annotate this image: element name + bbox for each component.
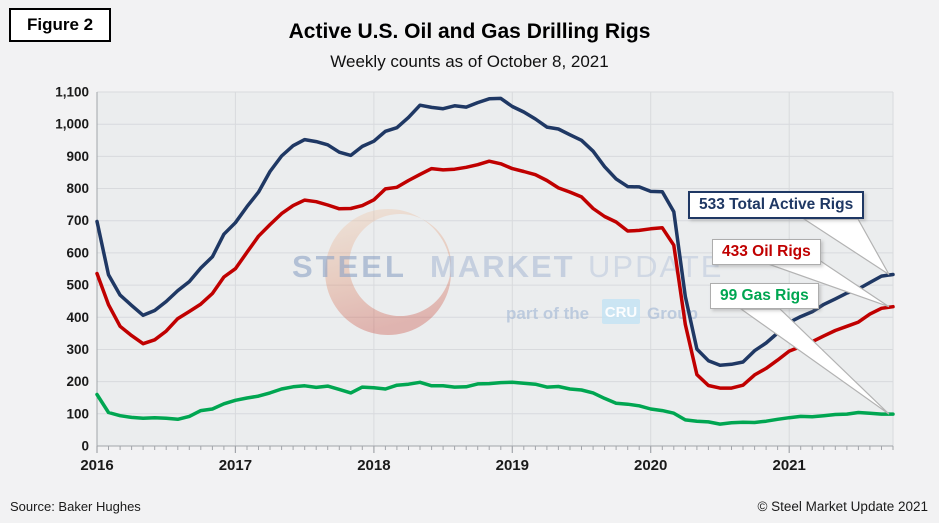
page-title: Active U.S. Oil and Gas Drilling Rigs bbox=[288, 20, 651, 43]
plot-area bbox=[97, 92, 893, 446]
callout-gas-rigs: 99 Gas Rigs bbox=[710, 283, 819, 309]
svg-text:400: 400 bbox=[66, 310, 89, 325]
svg-text:2018: 2018 bbox=[357, 457, 390, 474]
callout-pointers bbox=[739, 218, 890, 415]
svg-text:2016: 2016 bbox=[80, 457, 113, 474]
svg-text:STEEL: STEEL bbox=[292, 249, 407, 284]
callout-total-active-rigs: 533 Total Active Rigs bbox=[688, 191, 865, 219]
svg-text:100: 100 bbox=[66, 406, 89, 421]
svg-text:part of the: part of the bbox=[506, 304, 589, 323]
svg-text:2020: 2020 bbox=[634, 457, 667, 474]
crescent-logo bbox=[325, 209, 452, 335]
svg-text:900: 900 bbox=[66, 149, 89, 164]
svg-text:500: 500 bbox=[66, 278, 89, 293]
cru-logo bbox=[602, 299, 640, 324]
gas-rigs-line bbox=[95, 380, 895, 426]
svg-text:2017: 2017 bbox=[219, 457, 252, 474]
axis-ticks bbox=[96, 92, 894, 453]
page-subtitle: Weekly counts as of October 8, 2021 bbox=[330, 52, 609, 71]
svg-text:200: 200 bbox=[66, 374, 89, 389]
svg-text:700: 700 bbox=[66, 213, 89, 228]
svg-text:1,100: 1,100 bbox=[55, 85, 89, 100]
svg-text:2021: 2021 bbox=[773, 457, 806, 474]
svg-text:CRU: CRU bbox=[605, 304, 638, 321]
svg-text:600: 600 bbox=[66, 245, 89, 260]
svg-text:800: 800 bbox=[66, 181, 89, 196]
copyright-label: © Steel Market Update 2021 bbox=[757, 499, 928, 514]
svg-text:UPDATE: UPDATE bbox=[588, 249, 723, 284]
total-active-rigs-line bbox=[95, 96, 895, 367]
figure-label: Figure 2 bbox=[9, 8, 112, 42]
callout-oil-rigs: 433 Oil Rigs bbox=[712, 239, 821, 265]
source-label: Source: Baker Hughes bbox=[10, 499, 141, 514]
oil-rigs-line bbox=[95, 159, 895, 390]
y-axis-labels: 0 100 200 300 400 500 600 700 800 900 1,000 1,100 bbox=[55, 85, 89, 454]
svg-text:MARKET: MARKET bbox=[430, 249, 575, 284]
svg-text:300: 300 bbox=[66, 342, 89, 357]
svg-text:0: 0 bbox=[81, 439, 89, 454]
x-axis-labels: 2016 2017 2018 2019 2020 2021 bbox=[80, 457, 806, 474]
svg-text:2019: 2019 bbox=[496, 457, 529, 474]
svg-text:1,000: 1,000 bbox=[55, 117, 89, 132]
